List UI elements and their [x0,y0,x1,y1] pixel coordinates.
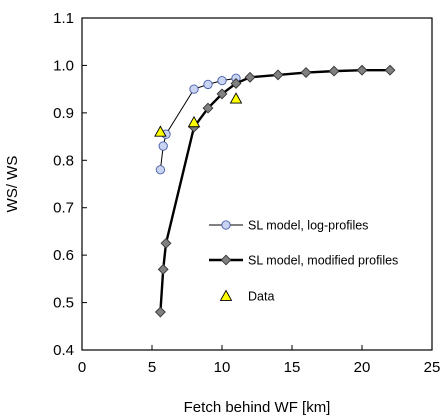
data-point [328,65,340,77]
data-point [160,237,172,249]
axis-ticks: 0 5 10 15 20 25 0.4 0.5 0.6 0.7 0.8 0.9 1.0 1.1 [53,10,440,376]
x-tick-label: 20 [354,359,371,376]
data-point [155,165,166,175]
data-point [300,67,312,78]
data-point [244,71,256,83]
data-point [216,88,228,100]
legend-item: Data [219,289,274,304]
plot-area [81,17,433,351]
data-point [217,75,227,86]
data-point [203,79,213,90]
data-point [356,64,368,76]
data-point [187,115,201,128]
series-layer [154,64,396,318]
data-point [157,263,169,275]
y-tick-label: 0.7 [53,200,74,217]
legend-marker [219,289,233,301]
data-point [272,69,284,81]
x-tick-label: 15 [284,359,301,376]
y-tick-label: 0.6 [53,247,74,264]
y-tick-label: 0.4 [53,342,74,359]
series-0 [155,73,241,175]
data-point [158,141,168,151]
y-tick-label: 1.0 [53,57,74,74]
x-tick-label: 10 [214,359,231,376]
x-tick-label: 0 [78,359,86,376]
legend-label: Data [248,290,274,304]
legend-label: SL model, modified profiles [248,254,398,268]
y-tick-label: 0.9 [53,105,74,122]
y-tick-label: 0.8 [53,152,74,169]
legend-marker [220,254,232,266]
y-axis-label: WS/ WS [4,156,21,213]
x-tick-label: 25 [424,359,441,376]
series-2 [154,92,243,137]
y-tick-label: 1.1 [53,10,74,27]
legend: SL model, log-profiles SL model, modified… [209,219,398,304]
data-point [229,92,243,104]
legend-item: SL model, modified profiles [209,254,398,268]
data-point [230,78,242,89]
data-point [154,125,167,137]
legend-item: SL model, log-profiles [209,219,368,233]
data-point [384,64,396,76]
legend-label: SL model, log-profiles [248,219,368,233]
data-point [154,306,166,318]
data-point [189,84,199,94]
y-tick-label: 0.5 [53,295,74,312]
legend-marker [221,220,231,230]
data-point [202,102,214,114]
x-axis-label: Fetch behind WF [km] [184,399,331,416]
x-tick-label: 5 [148,359,156,376]
